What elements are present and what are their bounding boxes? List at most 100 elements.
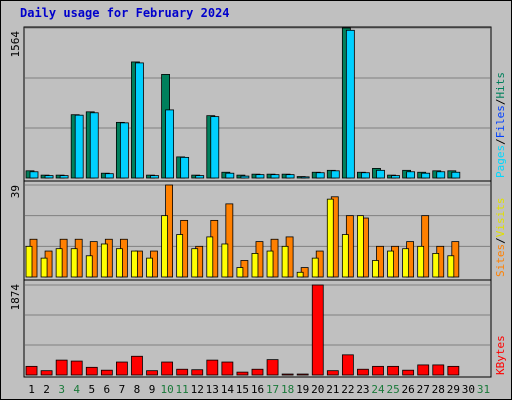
x-tick-label: 14 xyxy=(221,383,235,396)
bar-visits xyxy=(221,243,229,278)
bar-visits xyxy=(432,253,440,278)
bar-files xyxy=(240,175,250,179)
legend-item: / xyxy=(494,237,507,244)
bar-kbytes xyxy=(266,359,279,376)
bar-visits xyxy=(372,260,379,278)
x-tick-label: 27 xyxy=(417,383,430,396)
bar-visits xyxy=(251,253,259,278)
x-tick-label: 20 xyxy=(311,383,324,396)
bar-kbytes xyxy=(447,365,460,376)
x-tick-label: 22 xyxy=(341,383,354,396)
x-tick-label: 12 xyxy=(191,383,204,396)
bar-files xyxy=(74,114,84,179)
bar-kbytes xyxy=(236,371,249,376)
bar-visits xyxy=(447,255,455,278)
bar-visits xyxy=(266,250,274,278)
bar-kbytes xyxy=(372,365,384,376)
bar-files xyxy=(165,109,174,179)
x-tick-label: 31 xyxy=(477,383,490,396)
x-tick-label: 25 xyxy=(386,383,399,396)
bar-kbytes xyxy=(146,370,158,376)
bar-visits xyxy=(100,243,108,278)
bar-visits xyxy=(25,245,33,278)
bar-visits xyxy=(161,215,168,278)
bar-files xyxy=(104,173,114,179)
x-tick-label: 17 xyxy=(266,383,279,396)
bar-files xyxy=(44,175,54,179)
bar-files xyxy=(255,174,265,179)
bar-kbytes xyxy=(341,354,354,376)
bar-kbytes xyxy=(326,370,339,376)
bar-visits xyxy=(417,245,425,278)
bar-kbytes xyxy=(206,359,219,376)
bar-kbytes xyxy=(251,368,264,376)
bar-files xyxy=(285,174,295,179)
bar-files xyxy=(391,175,400,179)
bar-files xyxy=(421,172,431,179)
x-tick-label: 3 xyxy=(58,383,65,396)
bar-kbytes xyxy=(357,368,369,376)
y-max-label: 1874 xyxy=(9,284,22,311)
bar-files xyxy=(406,171,416,179)
bar-visits xyxy=(341,234,349,278)
x-tick-label: 10 xyxy=(160,383,173,396)
x-tick-label: 5 xyxy=(88,383,95,396)
legend-item: Pages xyxy=(494,145,507,178)
bar-files xyxy=(135,62,144,179)
x-tick-label: 8 xyxy=(134,383,141,396)
x-tick-label: 28 xyxy=(432,383,445,396)
bar-files xyxy=(361,172,370,179)
bar-visits xyxy=(70,248,78,278)
x-tick-label: 23 xyxy=(356,383,369,396)
x-tick-label: 11 xyxy=(176,383,189,396)
bar-visits xyxy=(281,245,289,278)
bar-files xyxy=(150,175,159,179)
plot-area xyxy=(23,26,492,378)
x-tick-label: 21 xyxy=(326,383,339,396)
bar-visits xyxy=(206,236,214,278)
bar-files xyxy=(315,172,325,179)
x-tick-label: 15 xyxy=(236,383,249,396)
bar-visits xyxy=(176,234,184,278)
x-tick-label: 30 xyxy=(462,383,475,396)
y-max-label: 39 xyxy=(9,185,22,198)
bar-visits xyxy=(55,248,63,278)
x-tick-label: 6 xyxy=(104,383,111,396)
bar-kbytes xyxy=(296,373,309,376)
bar-files xyxy=(195,175,205,179)
legend: Pages/Files/Hits xyxy=(494,72,507,178)
chart-title: Daily usage for February 2024 xyxy=(20,6,230,20)
x-tick-label: 29 xyxy=(447,383,460,396)
bar-visits xyxy=(296,271,304,278)
bar-files xyxy=(330,170,340,179)
bar-files xyxy=(451,171,461,179)
bar-kbytes xyxy=(40,370,53,376)
x-tick-label: 1 xyxy=(28,383,35,396)
legend-item: KBytes xyxy=(494,335,507,375)
legend-item: Files xyxy=(494,105,507,138)
x-tick-label: 24 xyxy=(371,383,385,396)
x-tick-label: 9 xyxy=(149,383,156,396)
bar-sites xyxy=(225,203,234,278)
bar-kbytes xyxy=(116,361,128,376)
bar-kbytes xyxy=(161,361,174,376)
bar-kbytes xyxy=(281,373,294,376)
bar-visits xyxy=(146,257,153,278)
bar-kbytes xyxy=(432,364,445,376)
bar-visits xyxy=(311,257,319,278)
bar-files xyxy=(300,176,310,179)
bar-visits xyxy=(40,257,48,278)
x-tick-label: 16 xyxy=(251,383,264,396)
bar-files xyxy=(180,156,190,179)
bar-files xyxy=(436,171,446,179)
bar-visits xyxy=(357,215,364,278)
legend-item: / xyxy=(494,99,507,106)
bar-visits xyxy=(191,248,199,278)
bar-files xyxy=(270,174,280,179)
bar-kbytes xyxy=(100,369,113,376)
bar-files xyxy=(89,112,99,179)
bar-visits xyxy=(131,250,138,278)
x-tick-label: 18 xyxy=(281,383,294,396)
